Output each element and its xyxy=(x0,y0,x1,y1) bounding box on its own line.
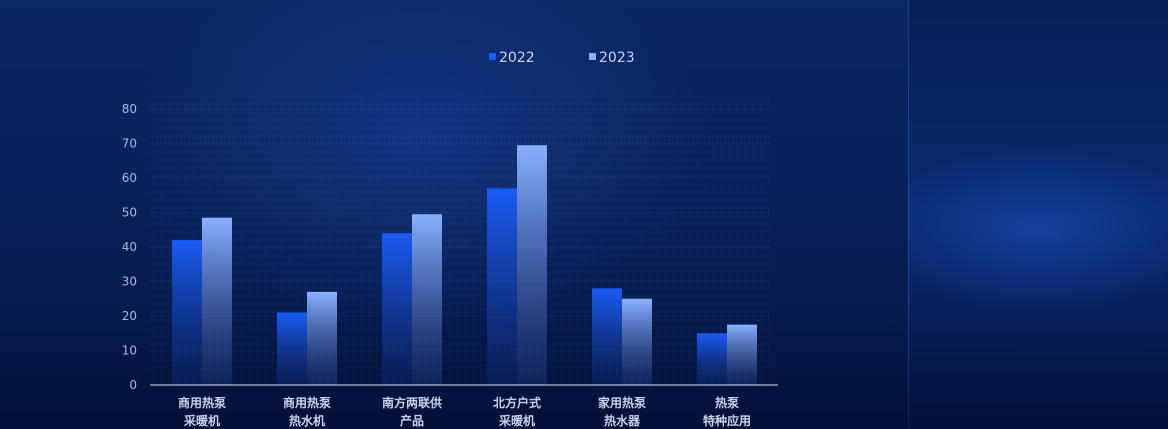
x-tick-label: 热水器 xyxy=(604,413,641,428)
bar-2022-2 xyxy=(382,233,412,385)
x-tick-label: 采暖机 xyxy=(183,413,220,428)
y-tick-label: 30 xyxy=(122,275,137,289)
legend-label: 2023 xyxy=(599,50,635,66)
x-tick-label: 产品 xyxy=(400,413,424,428)
y-tick-label: 10 xyxy=(122,344,137,358)
y-tick-label: 20 xyxy=(122,309,137,323)
bar-2023-1 xyxy=(307,291,337,385)
y-tick-label: 40 xyxy=(122,240,137,254)
y-tick-label: 60 xyxy=(122,171,137,185)
legend: 2022 2023 xyxy=(489,50,635,66)
bar-2022-3 xyxy=(487,188,517,385)
y-tick-label: 50 xyxy=(122,206,137,220)
x-tick-label: 热泵 xyxy=(715,395,739,410)
x-tick-label: 南方两联供 xyxy=(382,395,442,410)
bar-2023-2 xyxy=(412,214,442,385)
x-tick-label: 热水机 xyxy=(289,413,325,428)
bar-2022-1 xyxy=(277,312,307,385)
gridlines xyxy=(150,108,770,351)
bar-2022-0 xyxy=(172,240,202,385)
x-tick-label: 北方户式 xyxy=(493,395,541,410)
plot-area xyxy=(150,94,770,385)
x-tick-label: 商用热泵 xyxy=(283,395,331,410)
y-tick-label: 70 xyxy=(122,137,137,151)
bar-2022-5 xyxy=(697,333,727,385)
bar-2023-3 xyxy=(517,145,547,385)
x-tick-label: 家用热泵 xyxy=(598,395,646,410)
bar-2023-4 xyxy=(622,298,652,385)
bar-2022-4 xyxy=(592,288,622,385)
y-tick-label: 0 xyxy=(129,378,137,392)
x-tick-label: 商用热泵 xyxy=(178,395,226,410)
legend-label: 2022 xyxy=(499,50,535,66)
y-axis: 0 10 20 30 40 50 60 70 80 xyxy=(122,102,137,392)
legend-swatch xyxy=(489,53,496,60)
x-tick-label: 采暖机 xyxy=(498,413,535,428)
bar-2023-0 xyxy=(202,217,232,385)
legend-swatch xyxy=(589,53,596,60)
x-tick-label: 特种应用 xyxy=(703,413,751,428)
y-tick-label: 80 xyxy=(122,102,137,116)
bars xyxy=(172,145,757,385)
side-panel-background xyxy=(908,0,1168,429)
bar-2023-5 xyxy=(727,324,757,385)
